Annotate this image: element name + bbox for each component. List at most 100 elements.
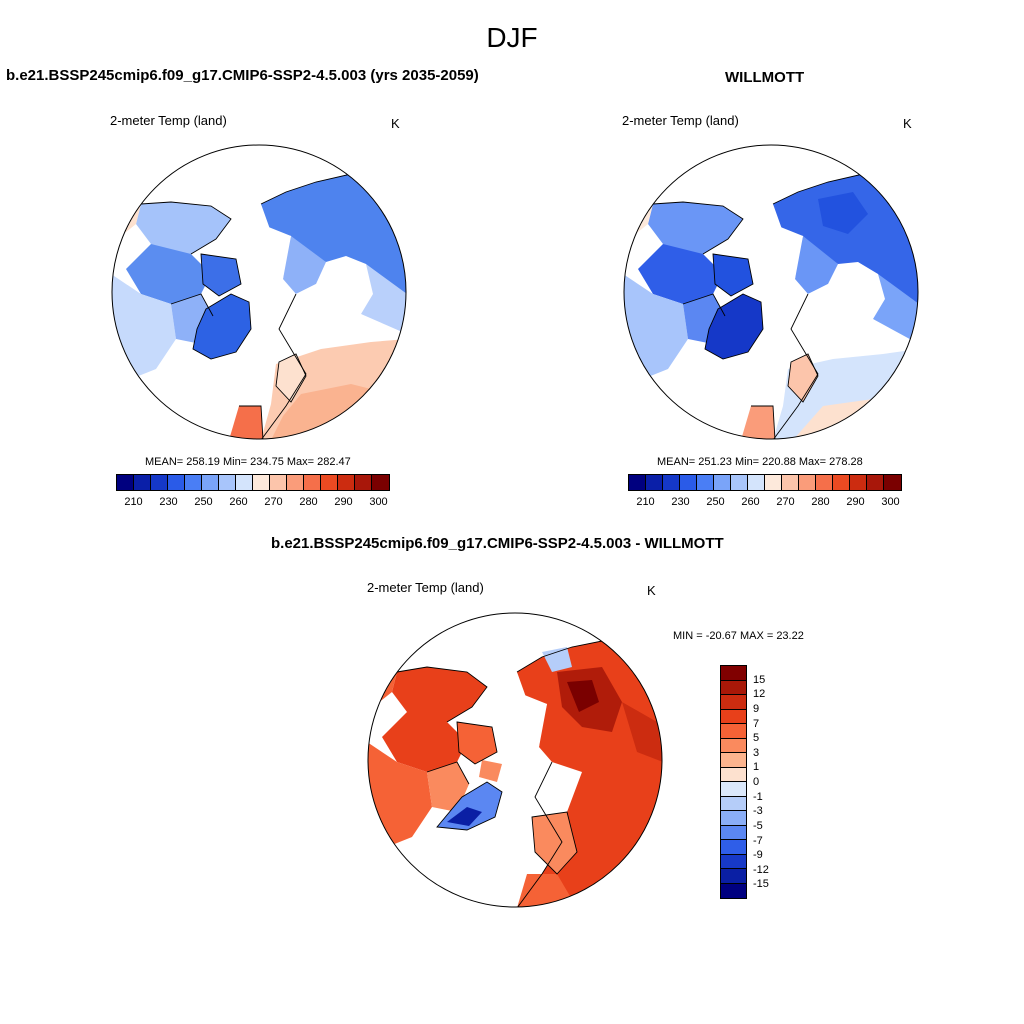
panel-1-colorbar-tick-label: 230 xyxy=(159,496,178,508)
panel-3-colorbar-swatch xyxy=(721,709,746,724)
panel-2-colorbar-swatch xyxy=(833,475,850,490)
panel-1-colorbar-swatch xyxy=(270,475,287,490)
panel-2-colorbar-swatch xyxy=(748,475,765,490)
panel-3-title: b.e21.BSSP245cmip6.f09_g17.CMIP6-SSP2-4.… xyxy=(271,535,724,552)
panel-3-tick-label: -1 xyxy=(753,790,763,803)
panel-2-colorbar-swatch xyxy=(799,475,816,490)
panel-1-colorbar-ticks: 210 230 250 260 270 280 290 300 xyxy=(116,496,396,510)
panel-1-colorbar-swatch xyxy=(219,475,236,490)
panel-1-colorbar-swatch xyxy=(338,475,355,490)
panel-2-stats: MEAN= 251.23 Min= 220.88 Max= 278.28 xyxy=(657,456,863,468)
panel-3-tick-label: -7 xyxy=(753,834,763,847)
panel-3-units-label: K xyxy=(647,583,656,598)
panel-1-colorbar-swatch xyxy=(168,475,185,490)
panel-1-colorbar-tick-label: 270 xyxy=(264,496,283,508)
panel-1-colorbar-tick-label: 290 xyxy=(334,496,353,508)
panel-2-colorbar-tick-label: 290 xyxy=(846,496,865,508)
panel-1-colorbar-swatch xyxy=(151,475,168,490)
panel-2-colorbar-swatch xyxy=(884,475,901,490)
panel-3-stats: MIN = -20.67 MAX = 23.22 xyxy=(673,630,804,642)
panel-3-colorbar-swatch xyxy=(721,767,746,782)
panel-3-variable-label: 2-meter Temp (land) xyxy=(367,580,484,595)
panel-2-colorbar-swatch xyxy=(816,475,833,490)
panel-3-colorbar-ticks: 15 12 9 7 5 3 1 0 -1 -3 -5 -7 -9 -12 -15 xyxy=(753,665,783,899)
panel-2-colorbar-tick-label: 260 xyxy=(741,496,760,508)
panel-1-colorbar-swatch xyxy=(236,475,253,490)
panel-2-colorbar-swatch xyxy=(765,475,782,490)
panel-2-colorbar-tick-label: 210 xyxy=(636,496,655,508)
panel-2-colorbar-swatch xyxy=(680,475,697,490)
panel-1-colorbar-swatch xyxy=(372,475,389,490)
panel-1-colorbar-tick-label: 300 xyxy=(369,496,388,508)
panel-1-colorbar-swatch xyxy=(287,475,304,490)
panel-2-colorbar-swatch xyxy=(697,475,714,490)
panel-3-tick-label: 1 xyxy=(753,761,760,774)
panel-1-variable-label: 2-meter Temp (land) xyxy=(110,113,227,128)
panel-2-colorbar-swatch xyxy=(850,475,867,490)
panel-3-colorbar-swatch xyxy=(721,840,746,855)
panel-2-colorbar-swatch xyxy=(629,475,646,490)
panel-3-colorbar-swatch xyxy=(721,782,746,797)
panel-2-colorbar-swatch xyxy=(731,475,748,490)
panel-1-colorbar-swatch xyxy=(321,475,338,490)
panel-3-colorbar-swatch xyxy=(721,854,746,869)
panel-2-colorbar-swatch xyxy=(867,475,884,490)
panel-1-colorbar-swatch xyxy=(185,475,202,490)
panel-1-colorbar-swatch xyxy=(304,475,321,490)
panel-2-variable-label: 2-meter Temp (land) xyxy=(622,113,739,128)
panel-3-tick-label: 15 xyxy=(753,673,766,686)
panel-1-colorbar-tick-label: 260 xyxy=(229,496,248,508)
panel-3-tick-label: -3 xyxy=(753,805,763,818)
panel-3-tick-label: 7 xyxy=(753,717,760,730)
panel-1-colorbar-swatch xyxy=(117,475,134,490)
panel-3-colorbar xyxy=(720,665,747,899)
panel-3-tick-label: 5 xyxy=(753,732,760,745)
panel-1-colorbar-tick-label: 280 xyxy=(299,496,318,508)
panel-3-tick-label: 0 xyxy=(753,776,760,788)
panel-2-colorbar-swatch xyxy=(663,475,680,490)
panel-2-colorbar-tick-label: 270 xyxy=(776,496,795,508)
panel-3-colorbar-swatch xyxy=(721,738,746,753)
panel-1-colorbar-swatch xyxy=(202,475,219,490)
panel-3-colorbar-swatch xyxy=(721,680,746,695)
panel-3-colorbar-swatch xyxy=(721,796,746,811)
panel-3-colorbar-swatch xyxy=(721,724,746,739)
panel-3-colorbar-swatch xyxy=(721,753,746,768)
panel-2-colorbar-swatch xyxy=(646,475,663,490)
panel-2-colorbar-tick-label: 300 xyxy=(881,496,900,508)
panel-3-colorbar-swatch xyxy=(721,666,746,681)
panel-1-title: b.e21.BSSP245cmip6.f09_g17.CMIP6-SSP2-4.… xyxy=(6,67,479,84)
panel-1-colorbar-swatch xyxy=(355,475,372,490)
panel-3-tick-label: 9 xyxy=(753,702,760,715)
panel-2-colorbar-ticks: 210 230 250 260 270 280 290 300 xyxy=(628,496,908,510)
panel-1-units-label: K xyxy=(391,116,400,131)
panel-2-units-label: K xyxy=(903,116,912,131)
panel-2-title: WILLMOTT xyxy=(725,69,805,86)
panel-1-colorbar-swatch xyxy=(253,475,270,490)
panel-1-stats: MEAN= 258.19 Min= 234.75 Max= 282.47 xyxy=(145,456,351,468)
panel-3-tick-label: -15 xyxy=(753,878,769,891)
panel-2-colorbar-tick-label: 250 xyxy=(706,496,725,508)
panel-1-map xyxy=(111,144,407,440)
panel-2-colorbar xyxy=(628,474,902,491)
panel-3-tick-label: -12 xyxy=(753,863,769,876)
panel-3-tick-label: -5 xyxy=(753,819,763,832)
panel-3-colorbar-swatch xyxy=(721,695,746,710)
panel-1-colorbar-tick-label: 250 xyxy=(194,496,213,508)
panel-2-colorbar-swatch xyxy=(782,475,799,490)
panel-1-colorbar-tick-label: 210 xyxy=(124,496,143,508)
panel-3-tick-label: -9 xyxy=(753,849,763,862)
panel-2-colorbar-swatch xyxy=(714,475,731,490)
panel-3-tick-label: 3 xyxy=(753,746,760,759)
page-title: DJF xyxy=(486,22,538,53)
panel-2-colorbar-tick-label: 230 xyxy=(671,496,690,508)
panel-3-colorbar-swatch xyxy=(721,811,746,826)
panel-1-colorbar-swatch xyxy=(134,475,151,490)
panel-3-colorbar-swatch xyxy=(721,825,746,840)
panel-2-map xyxy=(623,144,919,440)
panel-3-tick-label: 12 xyxy=(753,688,766,701)
panel-3-colorbar-swatch xyxy=(721,869,746,884)
panel-3-map xyxy=(367,612,663,908)
panel-3-colorbar-swatch xyxy=(721,883,746,898)
panel-1-colorbar xyxy=(116,474,390,491)
